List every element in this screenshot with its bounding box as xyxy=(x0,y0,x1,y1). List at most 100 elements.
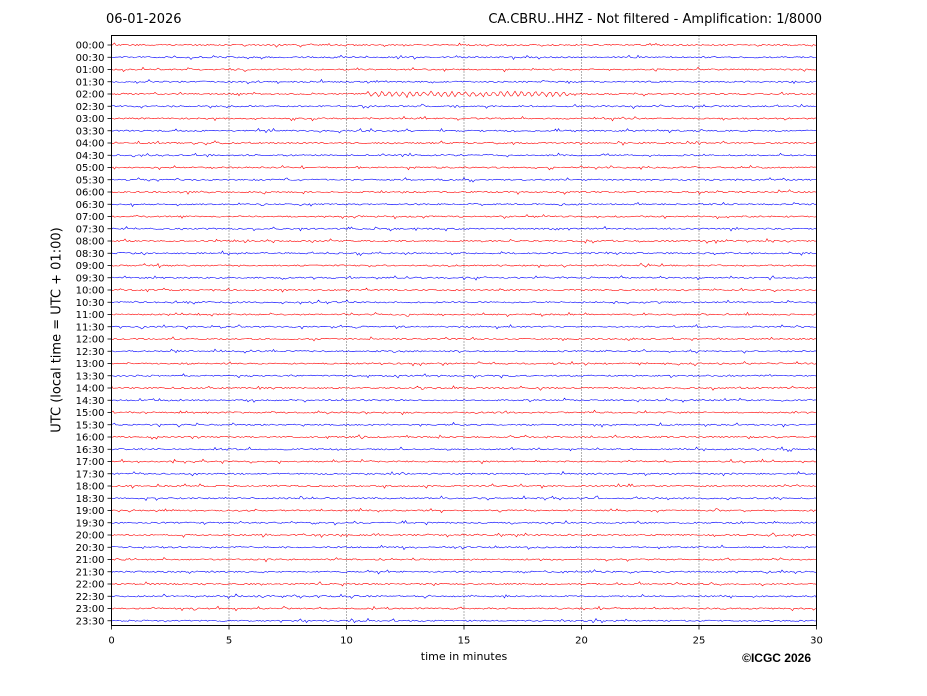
y-tick-label: 04:30 xyxy=(76,151,105,162)
x-tick-label: 15 xyxy=(458,636,471,647)
y-tick-label: 13:00 xyxy=(76,359,105,370)
y-tick-label: 18:00 xyxy=(76,482,105,493)
trace-1700 xyxy=(111,458,817,465)
trace-2030 xyxy=(111,544,817,551)
trace-2230 xyxy=(111,593,817,600)
trace-1200 xyxy=(111,336,817,342)
trace-2200 xyxy=(111,581,817,587)
y-tick-label: 17:30 xyxy=(76,469,105,480)
chart-title: CA.CBRU..HHZ - Not filtered - Amplificat… xyxy=(488,12,822,27)
y-tick-label: 05:30 xyxy=(76,175,105,186)
y-tick-label: 20:30 xyxy=(76,543,105,554)
y-tick-label: 23:00 xyxy=(76,604,105,615)
trace-0100 xyxy=(111,66,817,73)
y-tick-label: 04:00 xyxy=(76,139,105,150)
y-tick-label: 00:00 xyxy=(76,41,105,52)
trace-0800 xyxy=(111,238,817,244)
copyright-label: ©ICGC 2026 xyxy=(742,651,811,665)
trace-0130 xyxy=(111,78,817,85)
y-tick-label: 11:00 xyxy=(76,310,105,321)
y-tick-label: 08:30 xyxy=(76,249,105,260)
date-label: 06-01-2026 xyxy=(106,12,182,27)
x-tick-label: 0 xyxy=(108,636,114,647)
y-tick-label: 15:00 xyxy=(76,408,105,419)
trace-1430 xyxy=(111,397,817,403)
y-tick-label: 10:00 xyxy=(76,286,105,297)
y-tick-label: 13:30 xyxy=(76,371,105,382)
y-tick-label: 19:00 xyxy=(76,506,105,517)
trace-1330 xyxy=(111,373,817,379)
y-axis-label: UTC (local time = UTC + 01:00) xyxy=(49,227,65,433)
trace-0200 xyxy=(111,90,817,99)
trace-2100 xyxy=(111,556,817,563)
trace-1630 xyxy=(111,446,817,453)
y-tick-label: 20:00 xyxy=(76,531,105,542)
y-tick-label: 01:30 xyxy=(76,77,105,88)
trace-0500 xyxy=(111,165,817,171)
trace-0230 xyxy=(111,103,817,110)
trace-0330 xyxy=(111,127,817,134)
y-tick-label: 21:30 xyxy=(76,567,105,578)
y-tick-label: 03:00 xyxy=(76,114,105,125)
trace-1800 xyxy=(111,483,817,489)
y-tick-label: 14:30 xyxy=(76,396,105,407)
trace-0430 xyxy=(111,152,817,158)
trace-2130 xyxy=(111,569,817,575)
x-tick-label: 10 xyxy=(340,636,353,647)
y-tick-label: 23:30 xyxy=(76,616,105,627)
trace-2300 xyxy=(111,605,817,612)
y-tick-label: 10:30 xyxy=(76,298,105,309)
trace-2330 xyxy=(111,617,817,624)
x-tick-label: 25 xyxy=(693,636,706,647)
y-tick-label: 12:00 xyxy=(76,335,105,346)
trace-0630 xyxy=(111,201,817,208)
y-tick-label: 17:00 xyxy=(76,457,105,468)
trace-0000 xyxy=(111,42,817,48)
y-tick-label: 16:00 xyxy=(76,433,105,444)
x-axis-label: time in minutes xyxy=(420,650,508,663)
trace-0830 xyxy=(111,250,817,256)
y-tick-label: 21:00 xyxy=(76,555,105,566)
trace-0300 xyxy=(111,115,817,122)
x-tick-label: 30 xyxy=(810,636,823,647)
trace-0730 xyxy=(111,226,817,232)
y-tick-label: 07:30 xyxy=(76,224,105,235)
y-tick-label: 22:30 xyxy=(76,592,105,603)
y-tick-label: 15:30 xyxy=(76,420,105,431)
trace-1030 xyxy=(111,299,817,305)
trace-1000 xyxy=(111,287,817,293)
trace-1900 xyxy=(111,507,817,514)
trace-1130 xyxy=(111,324,817,330)
gridlines xyxy=(228,35,700,626)
y-tick-label: 06:00 xyxy=(76,188,105,199)
y-tick-label: 02:00 xyxy=(76,90,105,101)
trace-1300 xyxy=(111,360,817,367)
y-tick-label: 06:30 xyxy=(76,200,105,211)
trace-0700 xyxy=(111,214,817,220)
y-tick-label: 07:00 xyxy=(76,212,105,223)
trace-1530 xyxy=(111,421,817,428)
y-tick-label: 11:30 xyxy=(76,322,105,333)
x-axis-ticks: 0 5 10 15 20 25 30 xyxy=(108,625,823,647)
y-tick-label: 22:00 xyxy=(76,580,105,591)
trace-0600 xyxy=(111,189,817,195)
trace-1500 xyxy=(111,409,817,416)
trace-1930 xyxy=(111,519,817,526)
y-tick-label: 01:00 xyxy=(76,65,105,76)
trace-1400 xyxy=(111,385,817,391)
trace-1600 xyxy=(111,434,817,440)
trace-1830 xyxy=(111,495,817,501)
seismic-traces xyxy=(111,42,817,624)
y-tick-label: 09:30 xyxy=(76,273,105,284)
trace-1730 xyxy=(111,470,817,477)
y-tick-label: 19:30 xyxy=(76,518,105,529)
y-tick-label: 09:00 xyxy=(76,261,105,272)
y-tick-label: 02:30 xyxy=(76,102,105,113)
y-tick-label: 12:30 xyxy=(76,347,105,358)
trace-2000 xyxy=(111,532,817,538)
trace-0900 xyxy=(111,262,817,269)
x-tick-label: 20 xyxy=(575,636,588,647)
trace-1230 xyxy=(111,348,817,354)
